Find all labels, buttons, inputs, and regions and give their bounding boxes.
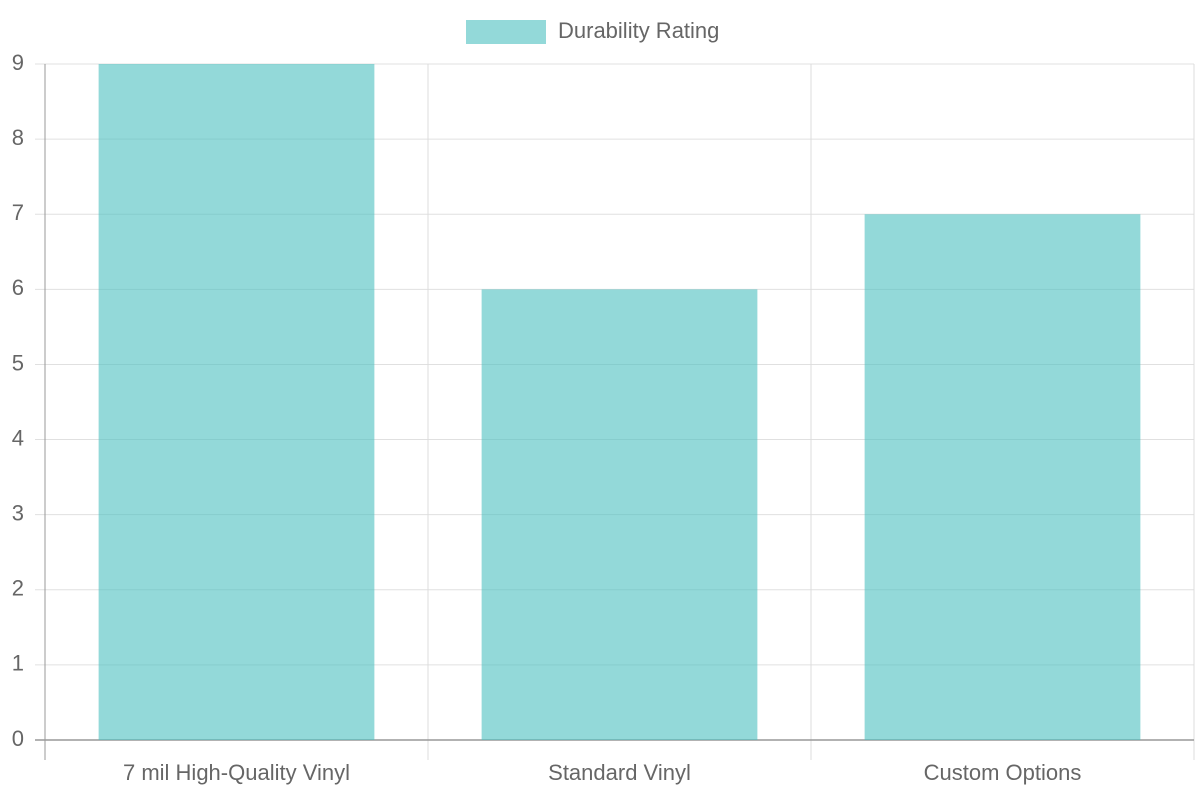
y-tick-label: 0 bbox=[12, 726, 24, 751]
x-tick-label: Standard Vinyl bbox=[548, 760, 691, 785]
legend-label: Durability Rating bbox=[558, 18, 719, 43]
x-tick-label: 7 mil High-Quality Vinyl bbox=[123, 760, 350, 785]
y-tick-label: 3 bbox=[12, 500, 24, 525]
bar bbox=[98, 64, 375, 740]
legend-swatch bbox=[466, 20, 546, 44]
y-tick-label: 1 bbox=[12, 651, 24, 676]
y-tick-label: 7 bbox=[12, 200, 24, 225]
y-tick-label: 6 bbox=[12, 275, 24, 300]
y-tick-label: 4 bbox=[12, 425, 24, 450]
y-tick-label: 5 bbox=[12, 350, 24, 375]
y-tick-label: 2 bbox=[12, 576, 24, 601]
bar bbox=[864, 214, 1141, 740]
y-tick-label: 9 bbox=[12, 50, 24, 75]
bar bbox=[481, 289, 758, 740]
x-tick-label: Custom Options bbox=[924, 760, 1082, 785]
y-tick-label: 8 bbox=[12, 125, 24, 150]
